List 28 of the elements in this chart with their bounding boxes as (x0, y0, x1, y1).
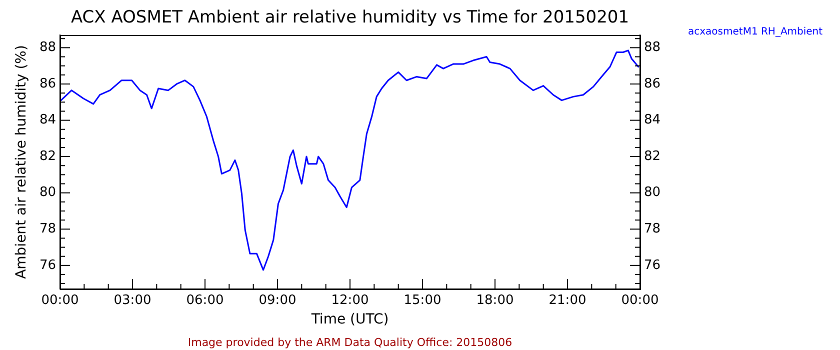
y2-tick-label: 80 (644, 185, 661, 200)
y2-tick-label: 78 (644, 222, 661, 237)
y2-tick-label: 84 (644, 112, 661, 128)
x-tick-label: 21:00 (548, 293, 586, 308)
x-tick-label: 06:00 (186, 293, 224, 308)
y-tick-label: 84 (39, 112, 56, 128)
x-tick-label: 12:00 (331, 293, 369, 308)
y2-tick-label: 86 (644, 76, 661, 92)
y-tick-label: 78 (39, 222, 56, 237)
x-tick-label: 00:00 (41, 293, 79, 308)
x-tick-label: 03:00 (114, 293, 152, 308)
y-tick-label: 82 (39, 148, 56, 164)
y-tick-label: 86 (39, 76, 56, 92)
y2-tick-label: 88 (644, 40, 661, 56)
x-axis-title: Time (UTC) (310, 312, 389, 328)
text: Image provided by the ARM Data Quality Office: 20150806 (188, 336, 512, 349)
y2-tick-label: 82 (644, 148, 661, 164)
x-tick-label: 09:00 (258, 293, 296, 308)
x-tick-label: 00:00 (621, 293, 659, 308)
chart-title: ACX AOSMET Ambient air relative humidity vs Time for 20150201 (70, 7, 630, 28)
x-tick-label: 18:00 (476, 293, 514, 308)
y2-tick-label: 76 (644, 258, 661, 273)
x-tick-label: 15:00 (404, 293, 442, 308)
y-tick-label: 80 (39, 185, 56, 200)
y-tick-label: 88 (39, 40, 56, 56)
y-axis-title: Ambient air relative humidity (%) (14, 45, 30, 279)
text: acxaosmetM1 RH_Ambient (688, 26, 823, 38)
y-tick-label: 76 (39, 258, 56, 273)
